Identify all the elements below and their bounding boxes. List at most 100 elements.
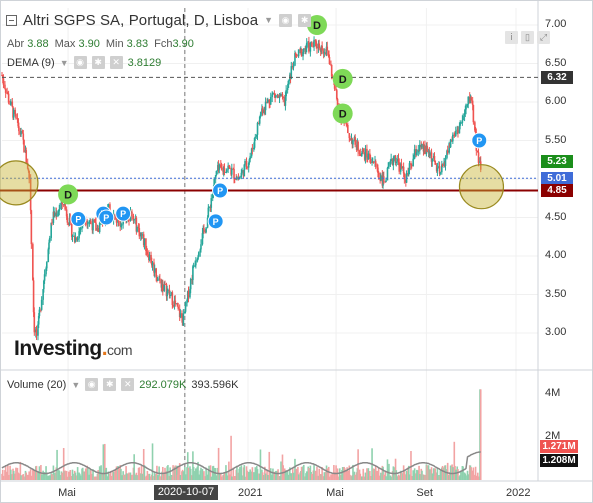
candle-body bbox=[90, 221, 92, 224]
candle-body bbox=[374, 161, 377, 167]
volume-bar bbox=[197, 461, 199, 480]
candle-body bbox=[273, 92, 276, 94]
volume-value: 292.079K bbox=[139, 378, 187, 391]
candle-body bbox=[94, 221, 97, 223]
candle-body bbox=[264, 109, 266, 111]
volume-bar bbox=[142, 449, 145, 480]
close-icon[interactable]: ✕ bbox=[121, 378, 135, 391]
volume-bar bbox=[241, 475, 243, 480]
volume-bar bbox=[123, 474, 125, 480]
volume-bar bbox=[335, 465, 337, 480]
volume-bar bbox=[84, 468, 87, 480]
volume-bar bbox=[256, 469, 259, 480]
candle-body bbox=[309, 42, 312, 52]
candle-body bbox=[33, 312, 36, 333]
logo-domain: com bbox=[107, 342, 132, 358]
volume-bar bbox=[416, 469, 418, 480]
volume-bar bbox=[177, 466, 180, 480]
volume-bar bbox=[297, 466, 299, 480]
volume-bar bbox=[2, 475, 5, 480]
candle-body bbox=[366, 148, 368, 158]
volume-tick-label: 2M bbox=[545, 429, 561, 442]
candle-body bbox=[145, 251, 148, 253]
volume-bar bbox=[349, 474, 351, 480]
price-tag: 6.32 bbox=[541, 70, 573, 84]
candle-body bbox=[203, 227, 205, 230]
chevron-down-icon[interactable]: ▼ bbox=[71, 379, 81, 390]
candle-body bbox=[159, 278, 161, 281]
split-marker bbox=[98, 209, 115, 226]
volume-bar bbox=[354, 474, 356, 480]
candle-body bbox=[346, 124, 348, 126]
volume-bar bbox=[244, 476, 246, 480]
gear-icon[interactable]: ✱ bbox=[103, 378, 117, 391]
candle-body bbox=[151, 262, 154, 266]
split-marker-label: P bbox=[213, 217, 219, 227]
volume-bar bbox=[66, 476, 69, 480]
candle-body bbox=[321, 45, 323, 51]
volume-ma-value: 393.596K bbox=[191, 378, 239, 391]
volume-bar bbox=[71, 469, 74, 480]
gear-icon[interactable]: ✱ bbox=[91, 56, 105, 69]
volume-bar bbox=[1, 469, 4, 480]
close-icon[interactable]: ✕ bbox=[109, 56, 123, 69]
candle-body bbox=[259, 114, 262, 117]
volume-bar bbox=[48, 475, 51, 480]
candle-body bbox=[87, 222, 89, 225]
candle-body bbox=[322, 50, 325, 54]
candle-body bbox=[477, 152, 480, 163]
price-tick-label: 7.00 bbox=[545, 18, 567, 30]
lock-icon[interactable]: ▯ bbox=[521, 31, 534, 44]
candle-body bbox=[435, 164, 438, 172]
candle-body bbox=[26, 162, 29, 169]
candle-body bbox=[238, 178, 240, 180]
volume-bar bbox=[187, 467, 190, 480]
gear-icon[interactable]: ✱ bbox=[298, 13, 312, 27]
candle-body bbox=[205, 227, 207, 233]
volume-bar bbox=[52, 465, 55, 480]
info-icon[interactable]: ⅰ bbox=[505, 31, 518, 44]
candle-body bbox=[136, 226, 138, 232]
candle-body bbox=[457, 129, 459, 134]
volume-bar bbox=[97, 470, 99, 480]
eye-icon[interactable]: ◉ bbox=[279, 13, 293, 27]
chevron-down-icon[interactable]: ▼ bbox=[264, 15, 274, 25]
candle-body bbox=[380, 175, 382, 181]
candle-body bbox=[453, 134, 456, 136]
volume-bar bbox=[218, 473, 221, 480]
eye-icon[interactable]: ◉ bbox=[73, 56, 87, 69]
expand-icon[interactable]: ⤢ bbox=[537, 31, 550, 44]
candle-body bbox=[372, 161, 375, 163]
volume-bar bbox=[326, 468, 329, 480]
candle-body bbox=[7, 93, 10, 103]
volume-tick-label: 4M bbox=[545, 386, 561, 399]
candle-body bbox=[51, 222, 53, 224]
candle-body bbox=[421, 143, 423, 148]
volume-bar bbox=[454, 469, 457, 480]
volume-bar bbox=[28, 471, 30, 480]
candle-body bbox=[287, 80, 290, 88]
dividend-marker-label: D bbox=[313, 20, 321, 32]
candle-body bbox=[394, 155, 397, 163]
candle-body bbox=[390, 158, 392, 161]
volume-indicator-legend[interactable]: Volume (20) ▼ ◉ ✱ ✕ 292.079K 393.596K bbox=[7, 378, 238, 391]
volume-bar bbox=[205, 467, 207, 480]
volume-bar bbox=[230, 435, 232, 480]
collapse-icon[interactable] bbox=[6, 14, 17, 26]
volume-bar bbox=[269, 468, 272, 480]
volume-bar bbox=[92, 469, 94, 480]
candle-body bbox=[86, 224, 88, 226]
candle-body bbox=[153, 262, 155, 273]
volume-bar bbox=[200, 467, 202, 480]
candle-body bbox=[214, 175, 217, 180]
candle-body bbox=[210, 198, 213, 208]
volume-ma-line bbox=[1, 451, 481, 475]
candle-body bbox=[362, 149, 365, 153]
dema-indicator-legend[interactable]: DEMA (9) ▼ ◉ ✱ ✕ 3.8129 bbox=[7, 56, 161, 69]
candle-body bbox=[369, 153, 371, 159]
volume-bar bbox=[159, 476, 161, 480]
eye-icon[interactable]: ◉ bbox=[85, 378, 99, 391]
candle-body bbox=[398, 162, 401, 172]
chevron-down-icon[interactable]: ▼ bbox=[59, 57, 69, 68]
